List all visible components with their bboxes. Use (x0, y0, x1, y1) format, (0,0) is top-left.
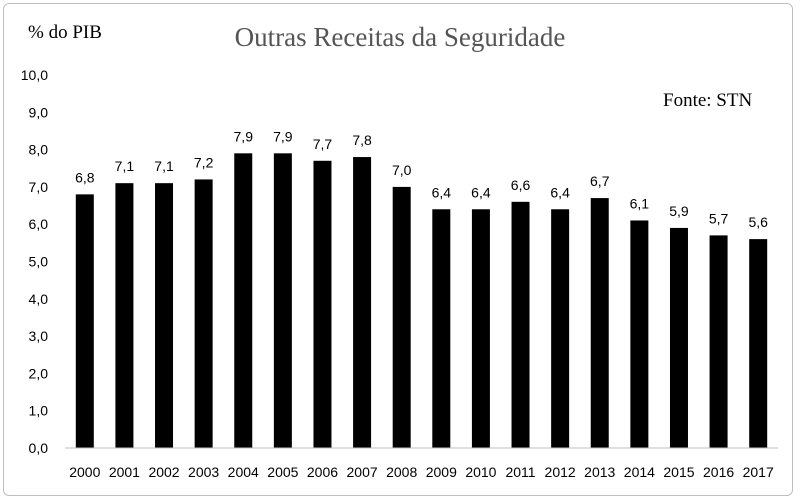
y-axis-title: % do PIB (28, 22, 102, 43)
value-label: 6,8 (75, 169, 95, 185)
value-label: 7,2 (194, 154, 214, 170)
x-tick-label: 2010 (465, 464, 496, 480)
y-tick-label: 7,0 (29, 179, 49, 195)
value-label: 6,7 (590, 173, 610, 189)
bar (551, 209, 570, 448)
bar (669, 227, 688, 448)
x-tick-label: 2015 (663, 464, 694, 480)
bar (630, 220, 649, 448)
value-label: 6,1 (630, 195, 650, 211)
x-tick-label: 2008 (386, 464, 417, 480)
x-tick-label: 2014 (624, 464, 655, 480)
value-label: 5,7 (709, 210, 729, 226)
value-label: 7,8 (352, 132, 372, 148)
bars (75, 153, 768, 449)
y-tick-label: 6,0 (29, 216, 49, 232)
value-label: 7,7 (313, 136, 333, 152)
bar (749, 239, 768, 448)
bar (590, 198, 609, 448)
y-tick-label: 9,0 (29, 104, 49, 120)
value-label: 7,1 (154, 158, 174, 174)
x-tick-label: 2009 (426, 464, 457, 480)
bar (115, 183, 134, 449)
value-label: 7,0 (392, 162, 412, 178)
bar (234, 153, 253, 448)
bar (709, 235, 728, 448)
bar (313, 160, 332, 449)
x-tick-label: 2002 (148, 464, 179, 480)
value-label: 7,9 (273, 128, 293, 144)
y-tick-label: 2,0 (29, 365, 49, 381)
x-tick-label: 2005 (267, 464, 298, 480)
bar (511, 201, 530, 448)
value-labels: 6,8 7,1 7,1 7,2 7,9 7,9 7,7 7,8 7,0 6,4 6,4 6,6 6,4 6… (75, 128, 768, 230)
x-tick-label: 2012 (545, 464, 576, 480)
x-tick-label: 2011 (505, 464, 535, 480)
x-tick-label: 2003 (188, 464, 219, 480)
y-tick-label: 10,0 (21, 67, 48, 83)
bar (353, 157, 372, 448)
value-label: 6,4 (432, 184, 452, 200)
y-tick-label: 4,0 (29, 291, 49, 307)
y-tick-label: 1,0 (29, 403, 49, 419)
bar (155, 183, 174, 449)
y-tick-label: 3,0 (29, 328, 49, 344)
y-axis: 0,0 1,0 2,0 3,0 4,0 5,0 6,0 7,0 8,0 9,0 10,0 (21, 67, 48, 456)
bar (432, 209, 451, 448)
x-axis: 2000 2001 2002 2003 2004 2005 2006 2007 2008 2009… (65, 447, 778, 480)
x-tick-label: 2016 (703, 464, 734, 480)
value-label: 7,1 (115, 158, 135, 174)
value-label: 5,6 (748, 214, 768, 230)
chart-title: Outras Receitas da Seguridade (235, 22, 566, 52)
value-label: 6,6 (511, 177, 531, 193)
value-label: 7,9 (234, 128, 254, 144)
x-tick-label: 2001 (109, 464, 140, 480)
value-label: 6,4 (471, 184, 491, 200)
x-tick-label: 2013 (584, 464, 615, 480)
value-label: 5,9 (669, 203, 689, 219)
y-tick-label: 8,0 (29, 142, 49, 158)
value-label: 6,4 (550, 184, 570, 200)
bar (471, 209, 490, 448)
y-tick-label: 5,0 (29, 254, 49, 270)
x-tick-label: 2017 (743, 464, 774, 480)
bar (273, 153, 292, 448)
bar (392, 186, 411, 448)
x-tick-label: 2000 (69, 464, 100, 480)
y-tick-label: 0,0 (29, 440, 49, 456)
source-note: Fonte: STN (663, 90, 752, 111)
x-tick-label: 2007 (347, 464, 378, 480)
bar (75, 194, 94, 448)
x-tick-label: 2006 (307, 464, 338, 480)
x-tick-label: 2004 (228, 464, 259, 480)
bar (194, 179, 213, 448)
